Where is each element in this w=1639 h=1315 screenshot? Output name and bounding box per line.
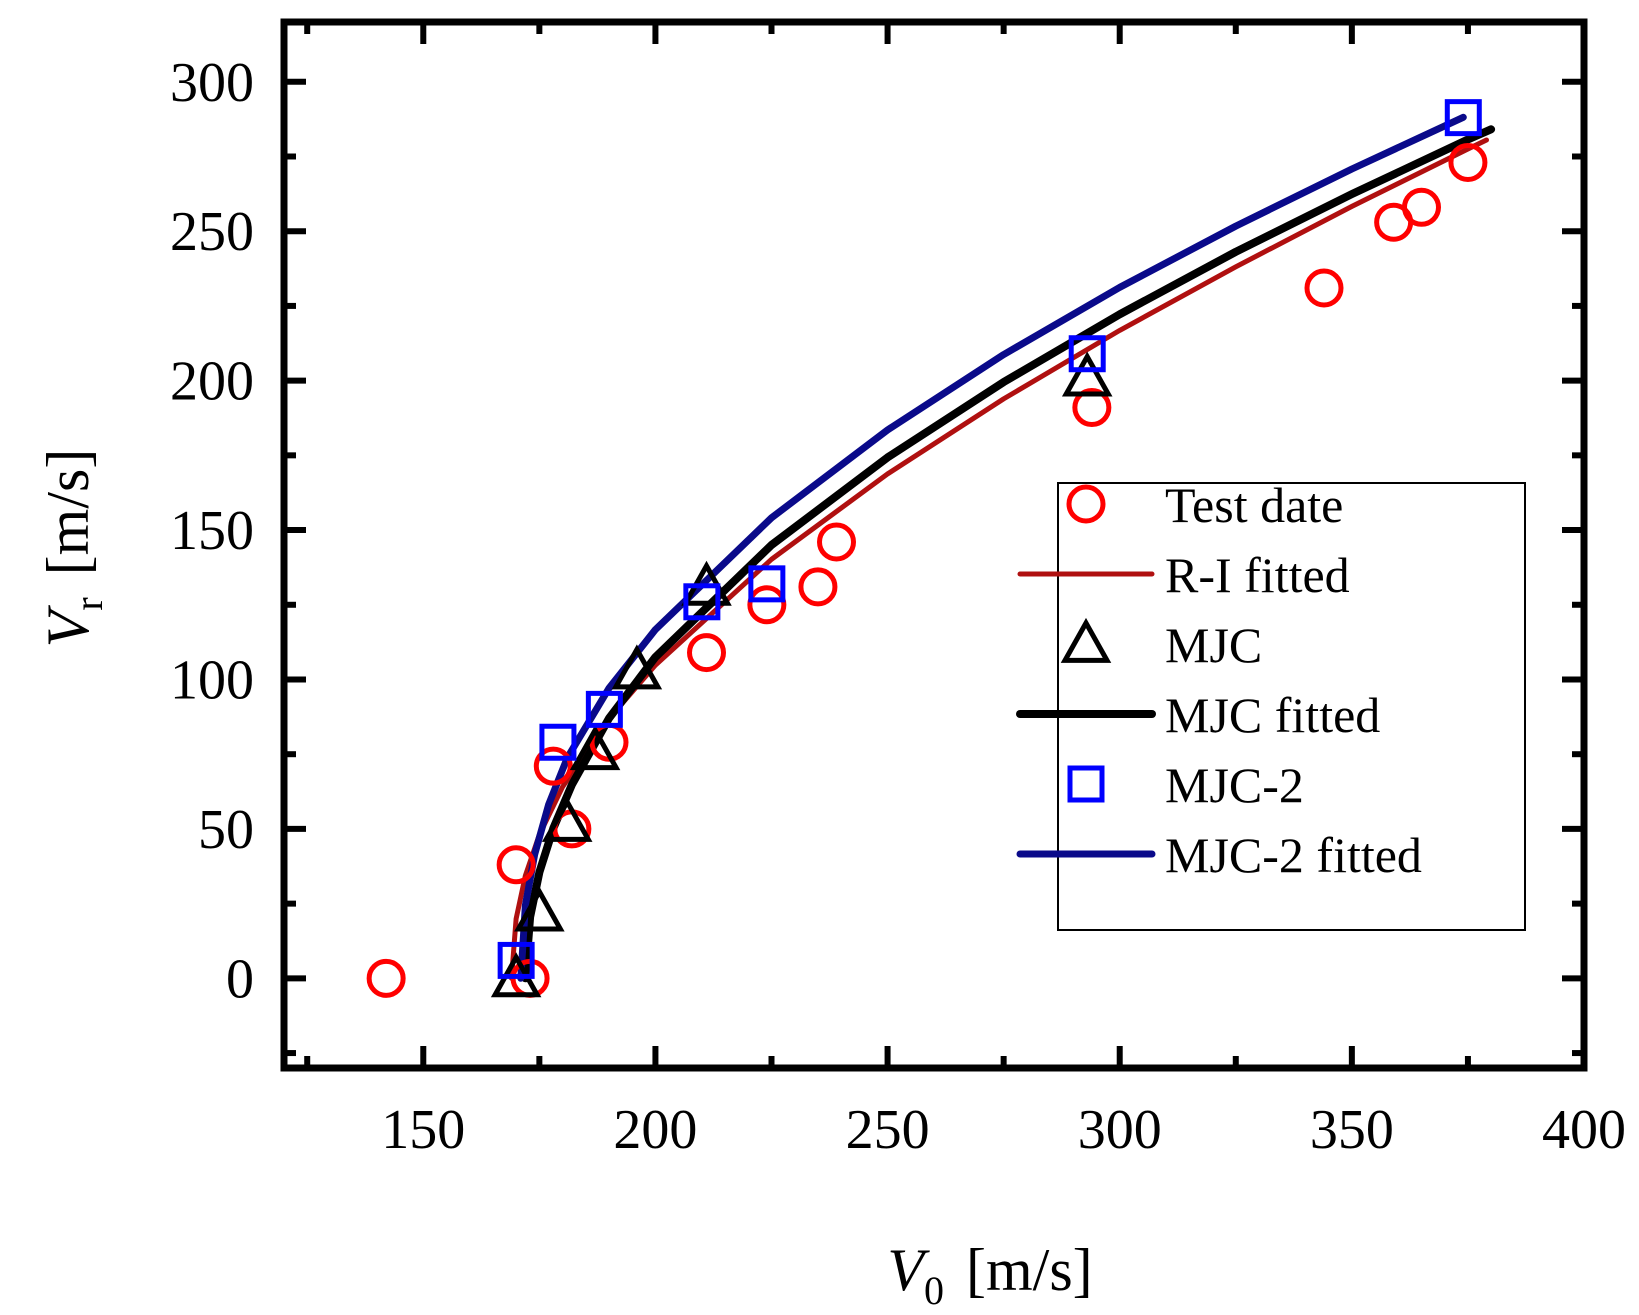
y-tick-label: 50 <box>198 799 254 861</box>
legend-item-mjc-2-fitted: MJC-2 fitted <box>1016 827 1422 883</box>
x-tick-label: 150 <box>381 1099 465 1161</box>
data-point-mjc-2 <box>1068 335 1106 373</box>
x-axis-unit: [m/s] <box>966 1237 1093 1303</box>
data-point-mjc-2 <box>585 690 623 728</box>
x-axis-variable: V <box>887 1237 930 1303</box>
legend-marker-swatch <box>1060 617 1112 663</box>
legend-marker-swatch <box>1067 765 1105 803</box>
legend-item-test-date: Test date <box>1066 477 1343 533</box>
y-tick-label: 250 <box>170 201 254 263</box>
y-tick-label: 100 <box>170 649 254 711</box>
y-axis-subscript: r <box>66 597 111 610</box>
legend-label: MJC-2 fitted <box>1165 827 1422 883</box>
legend: Test date R-I fitted MJC MJC fitted MJC-2 MJC… <box>1016 477 1526 931</box>
y-tick-label: 150 <box>170 500 254 562</box>
legend-item-mjc-fitted: MJC fitted <box>1016 687 1380 743</box>
data-point-test-date <box>496 845 536 885</box>
x-axis-subscript: 0 <box>924 1268 944 1313</box>
data-point-test-date <box>1448 142 1488 182</box>
x-tick-label: 250 <box>846 1099 930 1161</box>
y-tick-label: 200 <box>170 351 254 413</box>
data-point-mjc-2 <box>497 941 535 979</box>
data-point-test-date <box>747 585 787 625</box>
data-point-test-date <box>798 567 838 607</box>
x-tick-labels: 150 200 250 300 350 400 <box>381 1099 1626 1161</box>
legend-label: MJC <box>1165 617 1262 673</box>
data-point-mjc <box>611 644 663 690</box>
legend-item-r-i-fitted: R-I fitted <box>1017 547 1350 603</box>
data-point-mjc <box>1061 351 1113 397</box>
plot-area <box>366 99 1496 998</box>
data-point-test-date <box>366 958 406 998</box>
x-tick-label: 400 <box>1542 1099 1626 1161</box>
data-point-test-date <box>533 746 573 786</box>
y-tick-labels: 0 50 100 150 200 250 300 <box>170 52 254 1011</box>
series-line-mjc-fitted <box>521 125 1496 983</box>
data-point-test-date <box>1402 187 1441 227</box>
x-tick-label: 350 <box>1310 1099 1394 1161</box>
y-tick-label: 0 <box>226 948 254 1010</box>
data-point-mjc <box>569 725 621 771</box>
series-mjc <box>490 351 1113 998</box>
data-point-test-date <box>1304 268 1344 308</box>
y-axis-unit: [m/s] <box>35 449 101 576</box>
legend-item-mjc-2: MJC-2 <box>1067 757 1304 813</box>
y-axis-title: Vr [m/s] <box>35 449 111 648</box>
data-point-mjc <box>541 796 593 842</box>
legend-item-mjc: MJC <box>1060 617 1262 673</box>
x-axis-title: V0 [m/s] <box>887 1237 1092 1313</box>
legend-marker-swatch <box>1066 484 1106 524</box>
x-tick-label: 200 <box>613 1099 697 1161</box>
y-axis-variable: V <box>35 604 101 647</box>
data-point-test-date <box>687 633 726 673</box>
data-point-mjc-2 <box>1444 99 1482 137</box>
data-point-mjc-2 <box>539 723 577 761</box>
plot-frame <box>280 18 1588 1072</box>
x-tick-label: 300 <box>1078 1099 1162 1161</box>
legend-label: Test date <box>1165 477 1343 533</box>
y-tick-label: 300 <box>170 52 254 114</box>
data-point-mjc-2 <box>683 583 721 621</box>
legend-label: R-I fitted <box>1165 547 1350 603</box>
legend-label: MJC-2 <box>1165 757 1304 813</box>
data-point-test-date <box>817 522 856 562</box>
data-point-mjc-2 <box>748 565 786 603</box>
series-mjc-2 <box>497 99 1482 979</box>
legend-label: MJC fitted <box>1165 687 1380 743</box>
data-point-mjc <box>514 886 565 932</box>
data-point-test-date <box>1072 388 1112 428</box>
